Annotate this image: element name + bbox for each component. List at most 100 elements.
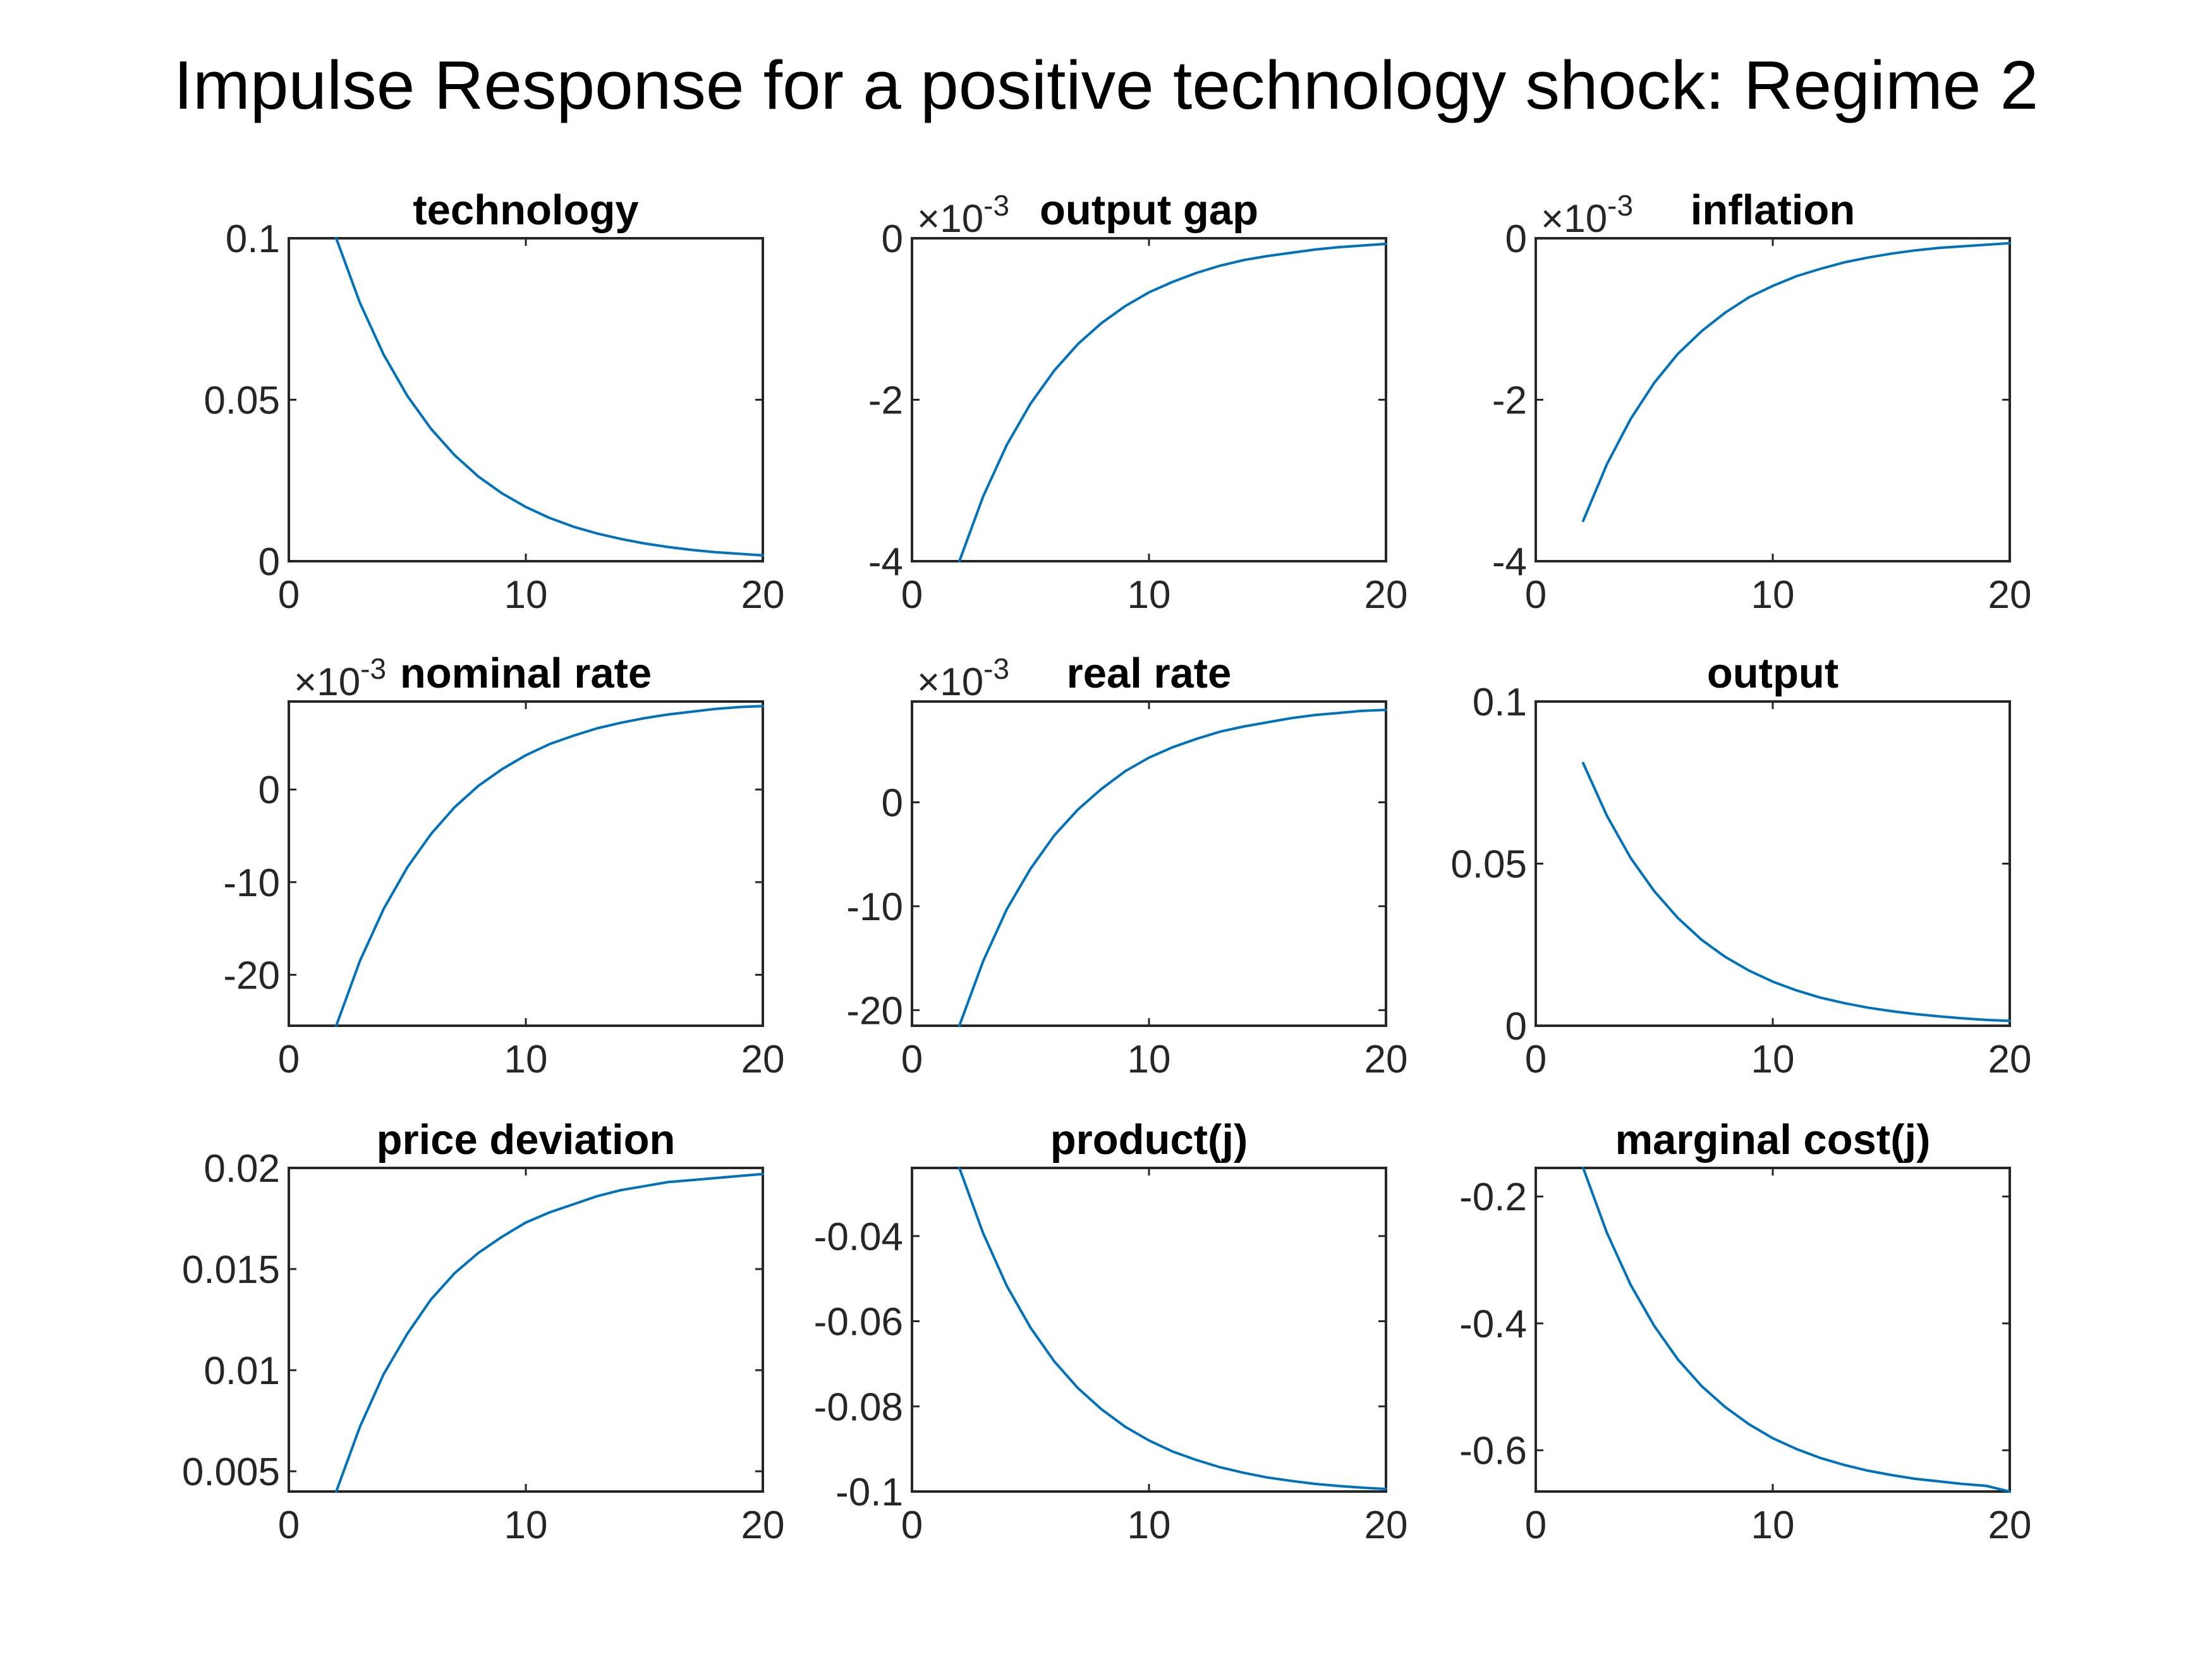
subplot-price-deviation: 0 10 20 0.005 0.01 0.015 0.02 price deviation [182, 1116, 785, 1547]
y-tick-label: 0.1 [226, 217, 280, 261]
y-exponent-value: -3 [1607, 189, 1633, 222]
subplot-title: nominal rate [400, 650, 652, 697]
x-tick-label: 0 [278, 1038, 300, 1081]
y-tick-label: 0.05 [204, 379, 280, 423]
x-tick-label: 0 [1525, 1038, 1547, 1081]
y-exponent-value: -3 [983, 189, 1009, 222]
y-tick-label: -10 [223, 861, 280, 905]
x-tick-label: 10 [1751, 573, 1795, 617]
y-tick-label: 0 [258, 769, 280, 812]
y-tick-label: -0.6 [1459, 1430, 1527, 1473]
x-tick-label: 20 [1988, 1038, 2032, 1081]
axes-box [1534, 700, 2011, 1027]
subplot-product-j: 0 10 20 -0.1 -0.08 -0.06 -0.04 product(j) [814, 1116, 1408, 1547]
axes-box [288, 700, 764, 1027]
y-tick-label: 0.01 [204, 1349, 280, 1393]
series-line-real-rate [958, 708, 1387, 1027]
x-tick-label: 10 [504, 573, 548, 617]
subplot-title: inflation [1691, 186, 1856, 234]
subplot-output-gap: 0 10 20 -4 -2 0 ×10-3 output gap [868, 186, 1408, 617]
axes-box [288, 1167, 764, 1493]
x-tick-label: 0 [278, 573, 300, 617]
y-tick-label: -2 [1492, 379, 1527, 423]
series-line-output [1582, 762, 2011, 1023]
y-tick-label: -0.4 [1459, 1303, 1527, 1346]
x-tick-label: 10 [504, 1038, 548, 1081]
y-exponent-value: -3 [983, 652, 1009, 685]
subplot-title: real rate [1067, 650, 1232, 697]
x-tick-label: 20 [741, 1504, 785, 1547]
y-tick-label: 0 [258, 540, 280, 584]
y-tick-label: -2 [868, 379, 903, 423]
subplot-technology: 0 10 20 0 0.05 0.1 technology [204, 186, 784, 617]
y-tick-label: 0.02 [204, 1147, 280, 1191]
series-line-inflation [1582, 241, 2011, 523]
x-tick-label: 10 [504, 1504, 548, 1547]
y-exponent-label: ×10-3 [294, 652, 386, 704]
y-tick-label: 0.005 [182, 1450, 280, 1494]
y-tick-label: -4 [868, 540, 903, 584]
axes-box [911, 1167, 1387, 1493]
x-tick-label: 0 [901, 1038, 923, 1081]
series-line-output-gap [958, 242, 1387, 562]
subplot-title: output [1707, 650, 1838, 697]
series-line-technology [335, 237, 764, 557]
y-tick-label: 0.015 [182, 1248, 280, 1292]
x-tick-label: 0 [1525, 573, 1547, 617]
x-tick-label: 20 [741, 1038, 785, 1081]
y-exponent-label: ×10-3 [917, 652, 1009, 704]
x-tick-label: 10 [1127, 1038, 1171, 1081]
subplot-title: product(j) [1050, 1116, 1248, 1164]
x-tick-label: 10 [1127, 573, 1171, 617]
y-tick-label: -20 [223, 954, 280, 997]
x-tick-label: 0 [278, 1504, 300, 1547]
subplot-title: technology [413, 186, 638, 234]
series-line-product-j [958, 1167, 1387, 1490]
y-exponent-label: ×10-3 [917, 189, 1009, 241]
y-tick-label: 0 [882, 781, 903, 825]
x-tick-label: 20 [1364, 573, 1408, 617]
x-tick-label: 10 [1127, 1504, 1171, 1547]
y-tick-label: -10 [846, 885, 903, 929]
figure-title: Impulse Response for a positive technolo… [174, 47, 2039, 124]
x-tick-label: 20 [1364, 1504, 1408, 1547]
y-tick-label: -0.1 [836, 1471, 903, 1514]
y-tick-label: -20 [846, 989, 903, 1033]
x-tick-label: 20 [1988, 573, 2032, 617]
x-tick-label: 10 [1751, 1504, 1795, 1547]
x-tick-label: 10 [1751, 1038, 1795, 1081]
subplot-title: price deviation [377, 1116, 676, 1164]
series-line-nominal-rate [335, 705, 764, 1027]
y-tick-label: -0.2 [1459, 1176, 1527, 1219]
series-line-price-deviation [335, 1172, 764, 1493]
x-tick-label: 0 [901, 1504, 923, 1547]
subplot-marginal-cost-j: 0 10 20 -0.6 -0.4 -0.2 marginal cost(j) [1459, 1116, 2031, 1547]
x-tick-label: 20 [1988, 1504, 2032, 1547]
y-tick-label: -0.06 [814, 1301, 903, 1344]
x-tick-label: 20 [741, 573, 785, 617]
x-tick-label: 0 [1525, 1504, 1547, 1547]
x-tick-label: 0 [901, 573, 923, 617]
y-tick-label: -0.04 [814, 1215, 903, 1259]
y-exponent-value: -3 [360, 652, 386, 685]
subplot-output: 0 10 20 0 0.05 0.1 output [1450, 650, 2031, 1081]
series-line-marginal-cost-j [1582, 1167, 2011, 1493]
axes-box [911, 700, 1387, 1027]
subplot-inflation: 0 10 20 -4 -2 0 ×10-3 inflation [1492, 186, 2032, 617]
y-tick-label: 0.1 [1473, 681, 1527, 724]
y-exponent-label: ×10-3 [1541, 189, 1633, 241]
y-tick-label: -4 [1492, 540, 1527, 584]
x-tick-label: 20 [1364, 1038, 1408, 1081]
y-tick-label: -0.08 [814, 1385, 903, 1429]
axes-box [911, 237, 1387, 562]
subplot-real-rate: 0 10 20 -20 -10 0 ×10-3 real rate [846, 650, 1407, 1081]
axes-box [288, 237, 764, 562]
subplot-nominal-rate: 0 10 20 -20 -10 0 ×10-3 nominal rate [223, 650, 784, 1081]
y-tick-label: 0.05 [1450, 843, 1527, 887]
y-tick-label: 0 [1505, 217, 1527, 261]
subplot-title: output gap [1040, 186, 1258, 234]
subplot-title: marginal cost(j) [1615, 1116, 1931, 1164]
y-tick-label: 0 [1505, 1005, 1527, 1048]
